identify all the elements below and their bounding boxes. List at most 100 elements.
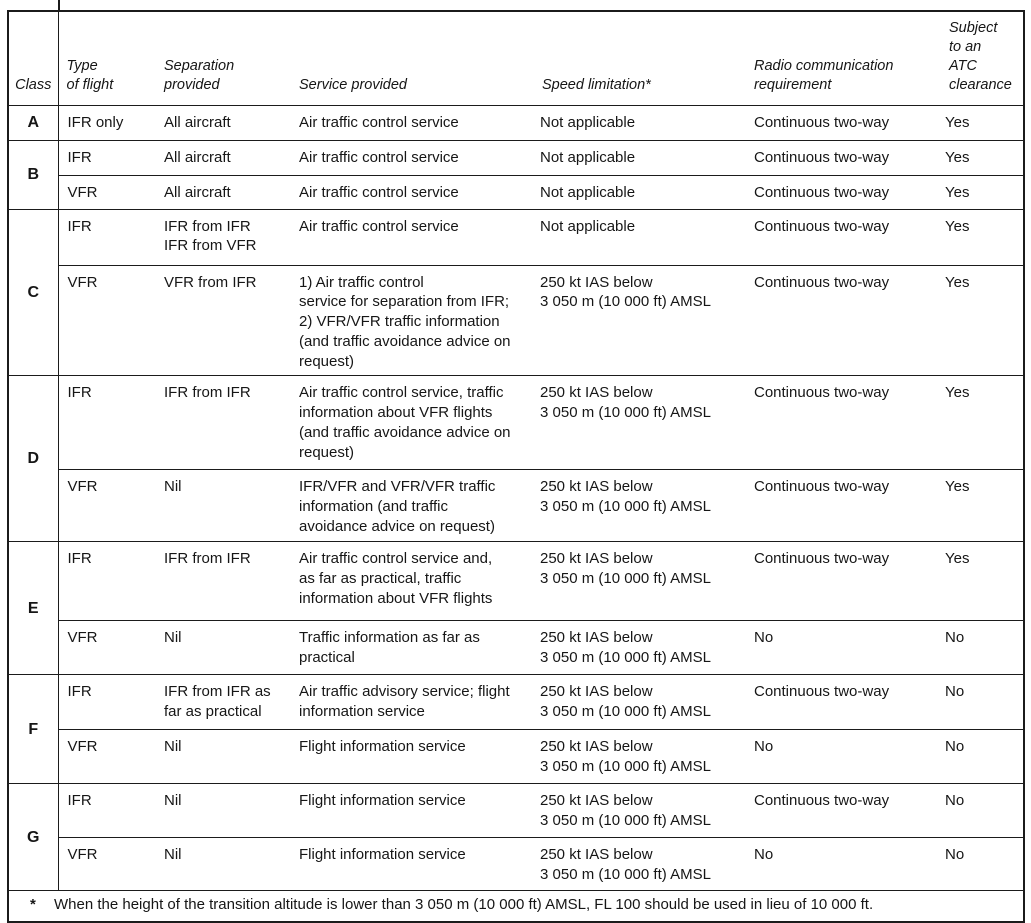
class-cell-d: D — [8, 375, 59, 542]
type-cell: VFR — [58, 174, 156, 209]
atc-cell: Yes — [941, 104, 1024, 140]
service-cell: Flight information service — [291, 837, 534, 891]
service-cell: Air traffic control service — [291, 208, 534, 265]
speed-cell: 250 kt IAS below 3 050 m (10 000 ft) AMS… — [534, 674, 746, 730]
type-cell: IFR — [58, 674, 156, 730]
separation-cell: VFR from IFR — [156, 264, 291, 376]
table-row: VFR All aircraft Air traffic control ser… — [8, 174, 1024, 209]
separation-cell: IFR from IFR — [156, 375, 291, 470]
table-row: E IFR IFR from IFR Air traffic control s… — [8, 541, 1024, 675]
service-cell: IFR/VFR and VFR/VFR traffic information … — [291, 469, 534, 542]
atc-cell: No — [941, 674, 1024, 730]
speed-cell: 250 kt IAS below 3 050 m (10 000 ft) AMS… — [534, 264, 746, 376]
table-row: VFR Nil Flight information service 250 k… — [8, 837, 1024, 891]
service-cell: Flight information service — [291, 783, 534, 838]
table-row: VFR Nil Traffic information as far as pr… — [8, 620, 1024, 675]
speed-cell: 250 kt IAS below 3 050 m (10 000 ft) AMS… — [534, 783, 746, 838]
type-cell: IFR — [58, 541, 156, 621]
header-atc-clearance: Subject to an ATC clearance — [941, 11, 1024, 106]
speed-cell: 250 kt IAS below 3 050 m (10 000 ft) AMS… — [534, 541, 746, 621]
separation-cell: All aircraft — [156, 174, 291, 209]
service-cell: Air traffic control service — [291, 104, 534, 140]
header-type-of-flight: Type of flight — [58, 11, 156, 106]
atc-cell: Yes — [941, 469, 1024, 542]
radio-cell: No — [746, 729, 941, 784]
table-row: F IFR IFR from IFR as far as practical A… — [8, 674, 1024, 784]
radio-cell: Continuous two-way — [746, 139, 941, 175]
atc-cell: Yes — [941, 375, 1024, 470]
separation-cell: Nil — [156, 837, 291, 891]
table-row: A IFR only All aircraft Air traffic cont… — [8, 104, 1024, 140]
airspace-classification-table: Class Type of flight Separation provided… — [7, 10, 1025, 923]
atc-cell: Yes — [941, 139, 1024, 175]
separation-cell: IFR from IFR — [156, 541, 291, 621]
service-cell: Air traffic advisory service; flight inf… — [291, 674, 534, 730]
header-row: Class Type of flight Separation provided… — [8, 11, 1024, 106]
speed-cell: 250 kt IAS below 3 050 m (10 000 ft) AMS… — [534, 729, 746, 784]
type-cell: VFR — [58, 264, 156, 376]
class-cell-b: B — [8, 139, 59, 209]
atc-cell: Yes — [941, 541, 1024, 621]
radio-cell: Continuous two-way — [746, 783, 941, 838]
service-cell: Air traffic control service — [291, 174, 534, 209]
table-row: VFR Nil Flight information service 250 k… — [8, 729, 1024, 784]
atc-cell: Yes — [941, 208, 1024, 265]
column-divider-tick — [58, 0, 60, 12]
radio-cell: Continuous two-way — [746, 174, 941, 209]
radio-cell: No — [746, 620, 941, 675]
service-cell: Flight information service — [291, 729, 534, 784]
radio-cell: No — [746, 837, 941, 891]
atc-cell: No — [941, 729, 1024, 784]
speed-cell: Not applicable — [534, 208, 746, 265]
footnote-row: * When the height of the transition altit… — [8, 890, 1024, 923]
atc-cell: No — [941, 783, 1024, 838]
atc-cell: No — [941, 837, 1024, 891]
table-row: D IFR IFR from IFR Air traffic control s… — [8, 375, 1024, 542]
table-row: VFR VFR from IFR 1) Air traffic control … — [8, 264, 1024, 376]
class-cell-a: A — [8, 104, 59, 140]
radio-cell: Continuous two-way — [746, 674, 941, 730]
speed-cell: Not applicable — [534, 174, 746, 209]
type-cell: IFR — [58, 375, 156, 470]
class-cell-f: F — [8, 674, 59, 784]
class-cell-g: G — [8, 783, 59, 891]
type-cell: VFR — [58, 620, 156, 675]
atc-cell: No — [941, 620, 1024, 675]
speed-cell: Not applicable — [534, 104, 746, 140]
type-cell: IFR only — [58, 104, 156, 140]
speed-cell: Not applicable — [534, 139, 746, 175]
radio-cell: Continuous two-way — [746, 264, 941, 376]
footnote-marker: * — [30, 896, 36, 914]
footnote-cell: * When the height of the transition altit… — [8, 890, 1024, 923]
type-cell: IFR — [58, 139, 156, 175]
speed-cell: 250 kt IAS below 3 050 m (10 000 ft) AMS… — [534, 469, 746, 542]
atc-cell: Yes — [941, 174, 1024, 209]
header-speed-limitation: Speed limitation* — [534, 11, 746, 106]
radio-cell: Continuous two-way — [746, 541, 941, 621]
service-cell: Air traffic control service, traffic inf… — [291, 375, 534, 470]
separation-cell: All aircraft — [156, 104, 291, 140]
service-cell: Air traffic control service and, as far … — [291, 541, 534, 621]
speed-cell: 250 kt IAS below 3 050 m (10 000 ft) AMS… — [534, 375, 746, 470]
atc-cell: Yes — [941, 264, 1024, 376]
service-cell: Air traffic control service — [291, 139, 534, 175]
type-cell: VFR — [58, 837, 156, 891]
separation-cell: Nil — [156, 729, 291, 784]
header-service-provided: Service provided — [291, 11, 534, 106]
service-cell: 1) Air traffic control service for separ… — [291, 264, 534, 376]
type-cell: VFR — [58, 729, 156, 784]
separation-cell: All aircraft — [156, 139, 291, 175]
header-separation-provided: Separation provided — [156, 11, 291, 106]
table-row: VFR Nil IFR/VFR and VFR/VFR traffic info… — [8, 469, 1024, 542]
speed-cell: 250 kt IAS below 3 050 m (10 000 ft) AMS… — [534, 837, 746, 891]
table-row: C IFR IFR from IFR IFR from VFR Air traf… — [8, 208, 1024, 376]
separation-cell: Nil — [156, 783, 291, 838]
radio-cell: Continuous two-way — [746, 208, 941, 265]
speed-cell: 250 kt IAS below 3 050 m (10 000 ft) AMS… — [534, 620, 746, 675]
type-cell: IFR — [58, 208, 156, 265]
type-cell: IFR — [58, 783, 156, 838]
footnote-text: When the height of the transition altitu… — [54, 896, 874, 914]
header-class: Class — [8, 11, 59, 106]
radio-cell: Continuous two-way — [746, 104, 941, 140]
